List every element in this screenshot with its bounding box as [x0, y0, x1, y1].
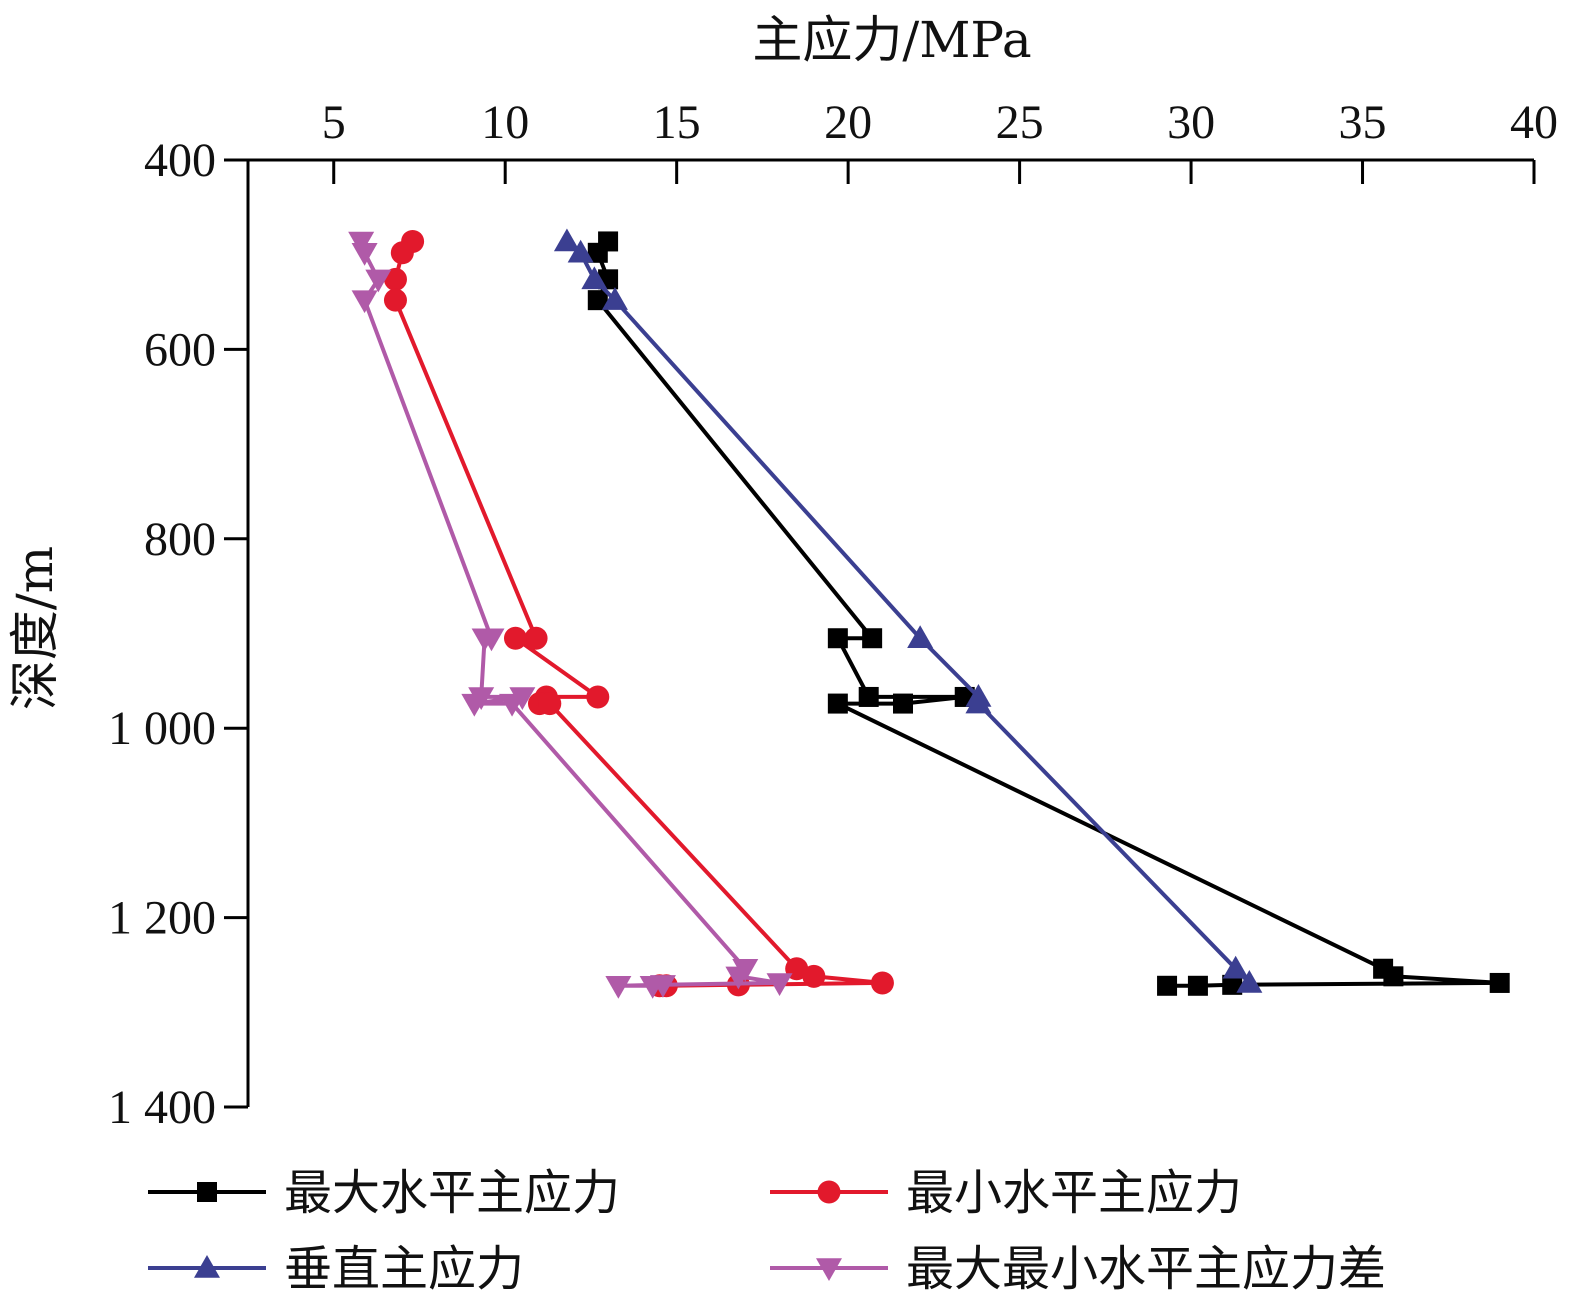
data-point	[383, 288, 407, 312]
legend-item: 最大水平主应力	[148, 1165, 620, 1221]
data-point	[1222, 955, 1249, 979]
data-point	[351, 243, 378, 266]
data-point	[383, 267, 407, 291]
data-point	[1383, 966, 1404, 987]
series-line	[359, 240, 782, 988]
data-point	[351, 290, 378, 314]
data-point	[870, 971, 894, 995]
data-point	[862, 628, 883, 649]
x-tick-label: 30	[1167, 96, 1215, 149]
data-point	[586, 685, 610, 709]
x-tick-label: 40	[1510, 96, 1558, 149]
data-point	[907, 625, 934, 648]
data-point	[766, 973, 793, 996]
data-point	[587, 290, 608, 311]
x-tick-label: 20	[824, 96, 872, 149]
series-line	[565, 239, 1251, 985]
x-tick-label: 5	[322, 96, 346, 149]
x-tick-label: 35	[1339, 96, 1387, 149]
y-tick-label: 1 400	[108, 1081, 216, 1134]
data-point	[1187, 975, 1208, 996]
data-point	[581, 266, 608, 290]
series-layer	[348, 228, 1510, 999]
data-point	[461, 693, 488, 717]
legend-item: 最大最小水平主应力差	[770, 1241, 1386, 1297]
data-point	[390, 241, 414, 265]
data-point	[538, 692, 562, 716]
data-point	[725, 966, 752, 990]
y-axis-title: 深度/m	[6, 546, 64, 710]
data-point	[499, 693, 526, 717]
data-point	[503, 626, 527, 650]
axes: 5 10 15 20 25 30 35 40 400 600 800 1 000 1 200 1 400	[108, 96, 1558, 1134]
data-point	[587, 242, 608, 263]
x-tick-label: 15	[653, 96, 701, 149]
legend-item: 垂直主应力	[148, 1241, 524, 1297]
x-axis-title: 主应力/MPa	[752, 11, 1031, 69]
series-line	[595, 240, 1502, 988]
data-point	[802, 964, 826, 988]
data-point	[553, 228, 580, 252]
y-tick-label: 800	[144, 513, 216, 566]
data-point	[601, 287, 628, 310]
y-tick-label: 1 200	[108, 892, 216, 945]
legend-label: 最大水平主应力	[284, 1165, 620, 1221]
data-point	[1236, 969, 1263, 993]
series-1	[587, 231, 1510, 996]
legend-label: 最小水平主应力	[906, 1165, 1242, 1221]
y-tick-label: 600	[144, 323, 216, 376]
data-point	[817, 1180, 841, 1204]
legend-item: 最小水平主应力	[770, 1165, 1242, 1221]
data-point	[509, 687, 536, 710]
data-point	[365, 269, 392, 293]
data-point	[1222, 974, 1243, 995]
data-point	[1157, 975, 1178, 996]
legend-label: 垂直主应力	[284, 1241, 524, 1297]
y-tick-label: 1 000	[108, 702, 216, 755]
legend-label: 最大最小水平主应力差	[906, 1241, 1386, 1297]
x-tick-label: 25	[996, 96, 1044, 149]
y-tick-label: 400	[144, 134, 216, 187]
series-4	[348, 231, 793, 999]
series-2	[383, 229, 894, 998]
data-point	[827, 693, 848, 714]
data-point	[639, 976, 666, 999]
data-point	[567, 239, 594, 263]
data-point	[893, 693, 914, 714]
data-point	[524, 626, 548, 650]
data-point	[827, 628, 848, 649]
data-point	[858, 686, 879, 707]
data-point	[965, 690, 992, 714]
data-point	[471, 628, 498, 652]
data-point	[1489, 972, 1510, 993]
data-point	[194, 1255, 220, 1278]
data-point	[816, 1258, 842, 1281]
data-point	[605, 976, 632, 999]
data-point	[197, 1182, 217, 1202]
series-3	[553, 228, 1263, 993]
x-tick-label: 10	[481, 96, 529, 149]
